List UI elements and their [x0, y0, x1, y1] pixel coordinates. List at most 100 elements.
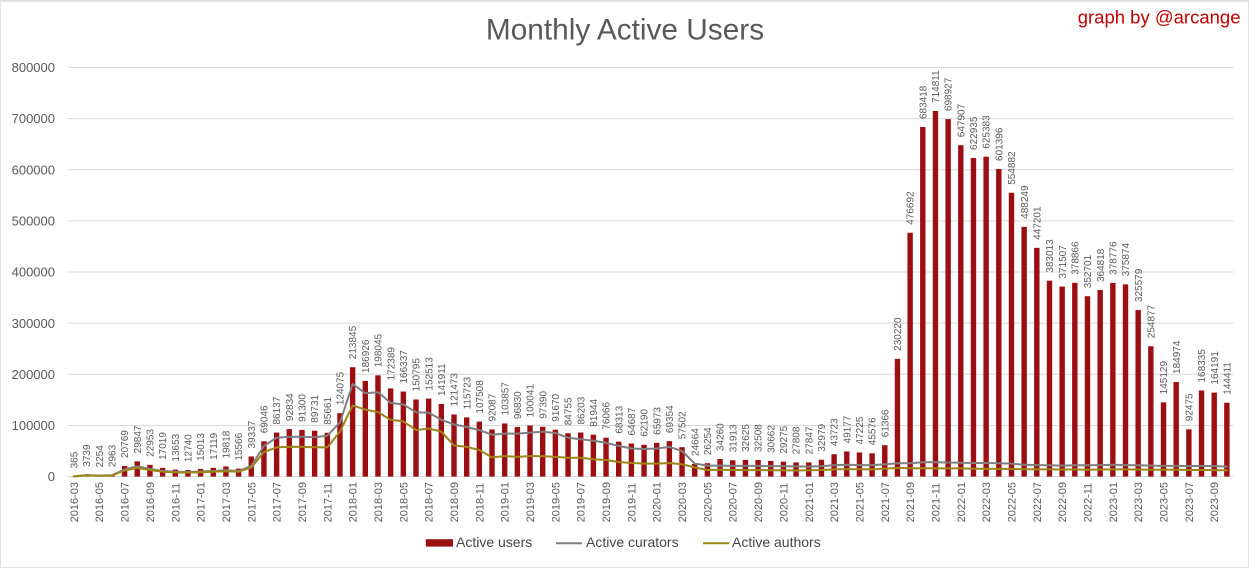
svg-text:61366: 61366: [880, 409, 891, 437]
svg-text:20769: 20769: [120, 430, 131, 458]
svg-text:2019-09: 2019-09: [601, 482, 613, 522]
svg-text:0: 0: [48, 469, 55, 484]
svg-text:30662: 30662: [766, 425, 777, 453]
svg-text:65973: 65973: [652, 407, 663, 435]
svg-text:47225: 47225: [855, 416, 866, 444]
svg-text:2017-07: 2017-07: [272, 482, 284, 522]
svg-text:2018-01: 2018-01: [348, 482, 360, 522]
svg-text:714811: 714811: [931, 70, 942, 103]
svg-text:2020-07: 2020-07: [728, 482, 740, 522]
svg-text:92087: 92087: [488, 393, 499, 421]
svg-text:graph by @arcange: graph by @arcange: [1078, 7, 1241, 28]
svg-text:378866: 378866: [1070, 241, 1081, 275]
svg-text:2018-05: 2018-05: [398, 482, 410, 522]
svg-text:57502: 57502: [678, 411, 689, 439]
svg-text:230220: 230220: [893, 317, 904, 351]
svg-text:2022-11: 2022-11: [1083, 483, 1095, 523]
svg-text:2020-11: 2020-11: [778, 483, 790, 523]
svg-text:124075: 124075: [336, 371, 347, 405]
svg-text:2023-05: 2023-05: [1159, 482, 1171, 522]
svg-text:2017-09: 2017-09: [297, 482, 309, 522]
svg-text:2020-05: 2020-05: [702, 482, 714, 522]
svg-text:2018-07: 2018-07: [424, 482, 436, 522]
svg-text:43723: 43723: [830, 418, 841, 446]
svg-text:85661: 85661: [323, 397, 334, 425]
svg-text:Monthly Active Users: Monthly Active Users: [486, 14, 764, 47]
svg-text:3739: 3739: [82, 444, 93, 467]
svg-text:213845: 213845: [348, 325, 359, 359]
svg-text:27808: 27808: [792, 426, 803, 454]
svg-text:352701: 352701: [1083, 254, 1094, 288]
svg-text:29275: 29275: [779, 425, 790, 453]
svg-text:45576: 45576: [868, 417, 879, 445]
svg-text:2018-03: 2018-03: [373, 482, 385, 522]
svg-text:2254: 2254: [95, 445, 106, 468]
svg-text:184974: 184974: [1172, 340, 1183, 374]
svg-text:375874: 375874: [1121, 243, 1132, 277]
svg-text:76066: 76066: [602, 401, 613, 429]
svg-text:17119: 17119: [209, 432, 220, 460]
svg-text:29847: 29847: [133, 425, 144, 453]
svg-text:13653: 13653: [171, 433, 182, 461]
svg-text:69046: 69046: [260, 405, 271, 433]
svg-text:15013: 15013: [196, 433, 207, 461]
svg-text:325579: 325579: [1134, 268, 1145, 302]
svg-text:2016-09: 2016-09: [145, 482, 157, 522]
svg-text:150795: 150795: [412, 358, 423, 392]
svg-text:2018-09: 2018-09: [449, 482, 461, 522]
svg-text:601396: 601396: [994, 127, 1005, 161]
svg-text:22953: 22953: [146, 429, 157, 457]
svg-text:69354: 69354: [665, 405, 676, 433]
svg-text:700000: 700000: [12, 111, 55, 126]
svg-text:97390: 97390: [538, 391, 549, 419]
svg-text:2022-09: 2022-09: [1057, 482, 1069, 522]
svg-text:2022-05: 2022-05: [1006, 482, 1018, 522]
svg-text:Active users: Active users: [456, 534, 532, 550]
svg-text:2021-01: 2021-01: [804, 482, 816, 522]
svg-text:100000: 100000: [12, 418, 55, 433]
svg-text:86203: 86203: [576, 396, 587, 424]
svg-text:144411: 144411: [1222, 362, 1233, 395]
svg-text:2021-07: 2021-07: [880, 482, 892, 522]
svg-text:698927: 698927: [944, 77, 955, 111]
svg-text:2020-01: 2020-01: [652, 482, 664, 522]
svg-text:166337: 166337: [399, 350, 410, 384]
svg-text:2016-07: 2016-07: [120, 482, 132, 522]
svg-text:554882: 554882: [1007, 151, 1018, 185]
svg-text:2017-11: 2017-11: [322, 483, 334, 523]
svg-text:141911: 141911: [437, 363, 448, 396]
svg-text:2016-11: 2016-11: [170, 483, 182, 523]
svg-text:2019-11: 2019-11: [626, 483, 638, 523]
svg-text:Active authors: Active authors: [732, 534, 821, 550]
svg-text:625383: 625383: [982, 115, 993, 149]
svg-text:2016-05: 2016-05: [94, 482, 106, 522]
svg-text:2017-03: 2017-03: [221, 482, 233, 522]
svg-text:172389: 172389: [386, 347, 397, 381]
svg-text:91670: 91670: [551, 393, 562, 421]
svg-text:2022-01: 2022-01: [956, 482, 968, 522]
svg-text:2019-05: 2019-05: [550, 482, 562, 522]
svg-text:447201: 447201: [1032, 206, 1043, 240]
svg-text:2963: 2963: [108, 444, 119, 467]
svg-text:39337: 39337: [247, 420, 258, 448]
svg-text:647907: 647907: [956, 103, 967, 137]
svg-text:115723: 115723: [462, 376, 473, 409]
svg-text:27847: 27847: [804, 426, 815, 454]
svg-text:2016-03: 2016-03: [69, 482, 81, 522]
svg-text:31913: 31913: [728, 424, 739, 452]
svg-text:200000: 200000: [12, 367, 55, 382]
svg-text:12740: 12740: [184, 434, 195, 462]
svg-text:32508: 32508: [754, 424, 765, 452]
svg-text:400000: 400000: [12, 265, 55, 280]
svg-text:2021-03: 2021-03: [829, 482, 841, 522]
svg-text:Active curators: Active curators: [586, 534, 679, 550]
svg-text:622935: 622935: [969, 116, 980, 150]
svg-text:168335: 168335: [1197, 349, 1208, 383]
svg-text:2021-05: 2021-05: [854, 482, 866, 522]
svg-text:34260: 34260: [716, 423, 727, 451]
svg-text:64687: 64687: [627, 407, 638, 435]
svg-text:500000: 500000: [12, 214, 55, 229]
svg-text:476692: 476692: [906, 191, 917, 225]
svg-text:488249: 488249: [1020, 185, 1031, 219]
svg-text:49177: 49177: [842, 415, 853, 443]
